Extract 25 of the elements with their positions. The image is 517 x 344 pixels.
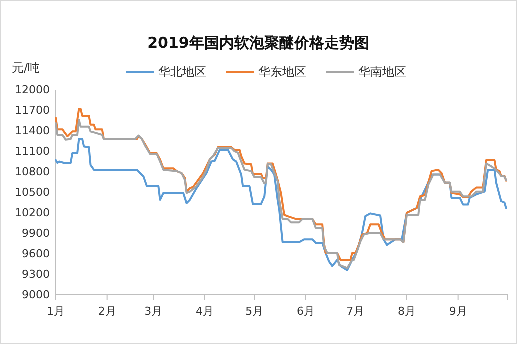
legend-label: 华南地区: [358, 65, 406, 79]
x-tick-label: 9月: [449, 305, 468, 318]
x-tick-label: 7月: [346, 305, 365, 318]
x-tick-label: 2月: [98, 305, 116, 318]
chart-title: 2019年国内软泡聚醚价格走势图: [148, 34, 370, 52]
y-tick-label: 9600: [22, 248, 50, 260]
y-tick-label: 9000: [22, 288, 50, 302]
y-tick-label: 9300: [22, 268, 50, 281]
y-tick-label: 11400: [15, 124, 50, 138]
legend-label: 华东地区: [258, 65, 306, 79]
y-tick-label: 10800: [15, 166, 50, 178]
x-tick-label: 3月: [144, 305, 163, 318]
y-tick-label: 12000: [15, 84, 50, 96]
y-tick-label: 11100: [15, 145, 50, 158]
x-tick-label: 5月: [246, 305, 264, 318]
y-tick-label: 10500: [15, 186, 50, 199]
y-tick-label: 9900: [22, 227, 50, 240]
y-tick-label: 10200: [15, 206, 50, 220]
y-tick-label: 11700: [15, 104, 50, 117]
x-tick-label: 6月: [297, 305, 316, 318]
y-axis-title: 元/吨: [12, 61, 40, 75]
x-tick-label: 8月: [398, 305, 416, 318]
x-tick-label: 4月: [196, 305, 214, 318]
legend-label: 华北地区: [158, 65, 206, 79]
x-tick-label: 1月: [47, 305, 65, 318]
